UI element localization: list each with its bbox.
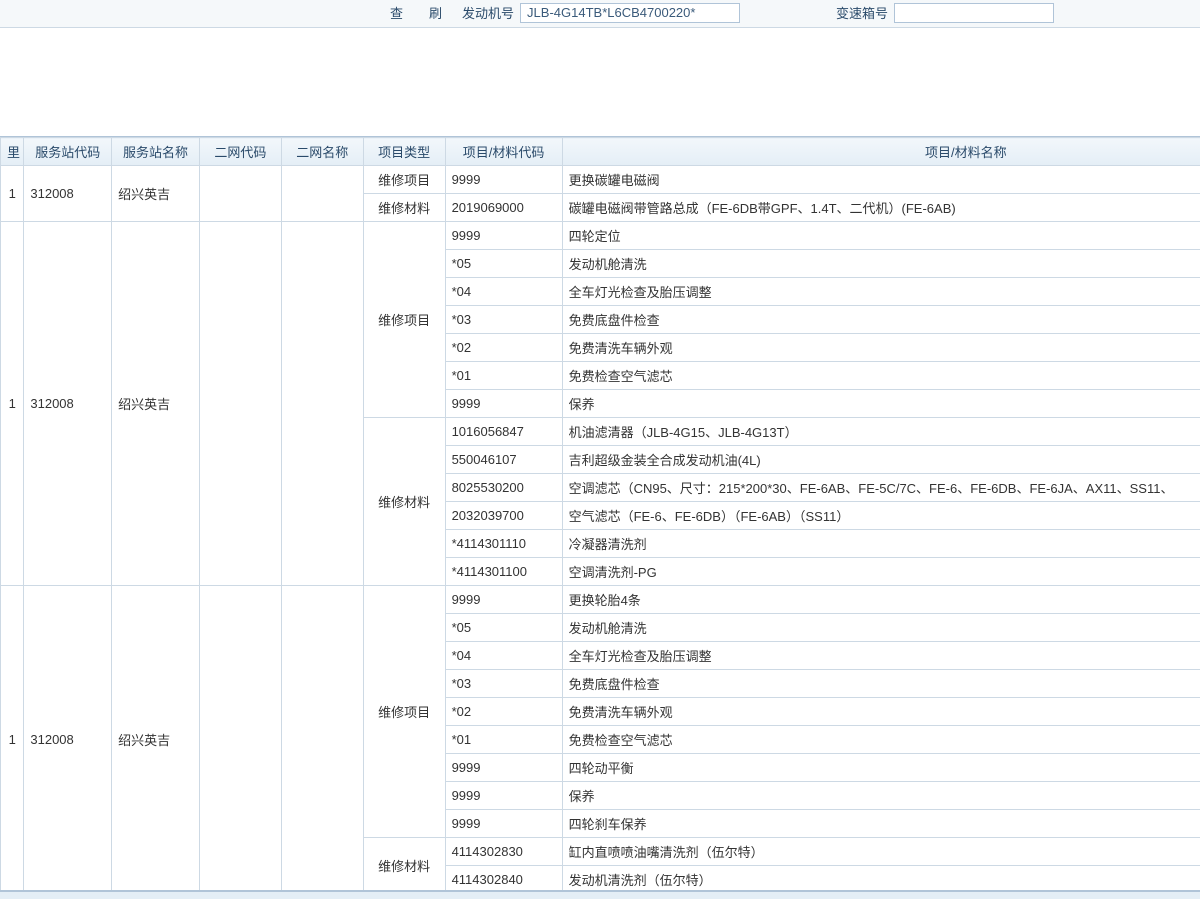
cell-proj-code: *4114301110 <box>445 530 562 558</box>
cell-proj-code: *04 <box>445 642 562 670</box>
cell-proj-code: *03 <box>445 306 562 334</box>
cell-proj-code: 2019069000 <box>445 194 562 222</box>
cell-proj-code: 4114302840 <box>445 866 562 892</box>
cell-station-name: 绍兴英吉 <box>112 222 200 586</box>
cell-station-name: 绍兴英吉 <box>112 586 200 892</box>
cell-proj-code: 9999 <box>445 390 562 418</box>
cell-proj-name: 保养 <box>562 782 1200 810</box>
col-station-name[interactable]: 服务站名称 <box>112 138 200 166</box>
cell-proj-name: 机油滤清器（JLB-4G15、JLB-4G13T） <box>562 418 1200 446</box>
cell-proj-name: 发动机舱清洗 <box>562 250 1200 278</box>
gearbox-label: 变速箱号 <box>836 3 888 22</box>
grid-header: 里 服务站代码 服务站名称 二网代码 二网名称 项目类型 项目/材料代码 项目/… <box>1 138 1200 166</box>
cell-proj-code: *05 <box>445 250 562 278</box>
cell-proj-name: 四轮定位 <box>562 222 1200 250</box>
toolbar: 查 刷 发动机号 变速箱号 <box>0 0 1200 28</box>
blank-area <box>0 28 1200 136</box>
service-grid: 里 服务站代码 服务站名称 二网代码 二网名称 项目类型 项目/材料代码 项目/… <box>0 137 1200 891</box>
footer-bar <box>0 891 1200 899</box>
cell-proj-code: 9999 <box>445 586 562 614</box>
cell-proj-code: 8025530200 <box>445 474 562 502</box>
cell-proj-code: *05 <box>445 614 562 642</box>
cell-proj-code: *03 <box>445 670 562 698</box>
cell-proj-code: 9999 <box>445 782 562 810</box>
query-button[interactable]: 查 <box>380 2 413 23</box>
cell-proj-name: 发动机清洗剂（伍尔特） <box>562 866 1200 892</box>
engine-label: 发动机号 <box>462 3 514 22</box>
cell-proj-name: 免费检查空气滤芯 <box>562 726 1200 754</box>
table-row[interactable]: 1 312008 绍兴英吉 维修项目 9999 更换碳罐电磁阀 <box>1 166 1200 194</box>
cell-net2-code <box>199 222 281 586</box>
cell-proj-name: 发动机舱清洗 <box>562 614 1200 642</box>
cell-seq: 1 <box>1 586 24 892</box>
cell-proj-name: 免费底盘件检查 <box>562 670 1200 698</box>
cell-net2-name <box>281 222 363 586</box>
cell-proj-name: 空气滤芯（FE-6、FE-6DB）（FE-6AB）（SS11） <box>562 502 1200 530</box>
cell-proj-code: 9999 <box>445 166 562 194</box>
cell-net2-code <box>199 586 281 892</box>
col-net2-code[interactable]: 二网代码 <box>199 138 281 166</box>
cell-net2-code <box>199 166 281 222</box>
cell-proj-name: 冷凝器清洗剂 <box>562 530 1200 558</box>
cell-proj-name: 四轮动平衡 <box>562 754 1200 782</box>
cell-proj-code: 4114302830 <box>445 838 562 866</box>
cell-proj-name: 四轮刹车保养 <box>562 810 1200 838</box>
cell-net2-name <box>281 586 363 892</box>
cell-proj-type: 维修项目 <box>363 586 445 838</box>
cell-proj-name: 免费底盘件检查 <box>562 306 1200 334</box>
cell-proj-name: 缸内直喷喷油嘴清洗剂（伍尔特） <box>562 838 1200 866</box>
cell-proj-code: 9999 <box>445 222 562 250</box>
cell-seq: 1 <box>1 222 24 586</box>
cell-proj-name: 全车灯光检查及胎压调整 <box>562 642 1200 670</box>
cell-proj-code: *02 <box>445 334 562 362</box>
cell-proj-name: 吉利超级金装全合成发动机油(4L) <box>562 446 1200 474</box>
cell-proj-code: 550046107 <box>445 446 562 474</box>
cell-proj-code: *02 <box>445 698 562 726</box>
cell-proj-name: 全车灯光检查及胎压调整 <box>562 278 1200 306</box>
cell-proj-type: 维修项目 <box>363 166 445 194</box>
col-station-code[interactable]: 服务站代码 <box>24 138 112 166</box>
cell-proj-type: 维修材料 <box>363 418 445 586</box>
cell-proj-code: *4114301100 <box>445 558 562 586</box>
engine-input[interactable] <box>520 3 740 23</box>
gearbox-input[interactable] <box>894 3 1054 23</box>
cell-proj-code: *04 <box>445 278 562 306</box>
refresh-button[interactable]: 刷 <box>419 2 452 23</box>
table-row[interactable]: 1 312008 绍兴英吉 维修项目 9999 四轮定位 <box>1 222 1200 250</box>
cell-proj-type: 维修材料 <box>363 194 445 222</box>
cell-station-code: 312008 <box>24 586 112 892</box>
cell-proj-name: 空调滤芯（CN95、尺寸：215*200*30、FE-6AB、FE-5C/7C、… <box>562 474 1200 502</box>
col-proj-name[interactable]: 项目/材料名称 <box>562 138 1200 166</box>
cell-proj-name: 空调清洗剂-PG <box>562 558 1200 586</box>
cell-proj-name: 免费检查空气滤芯 <box>562 362 1200 390</box>
cell-station-name: 绍兴英吉 <box>112 166 200 222</box>
cell-proj-code: 1016056847 <box>445 418 562 446</box>
cell-proj-type: 维修项目 <box>363 222 445 418</box>
col-seq[interactable]: 里 <box>1 138 24 166</box>
cell-proj-code: *01 <box>445 362 562 390</box>
cell-station-code: 312008 <box>24 166 112 222</box>
col-proj-type[interactable]: 项目类型 <box>363 138 445 166</box>
cell-proj-code: *01 <box>445 726 562 754</box>
cell-proj-name: 免费清洗车辆外观 <box>562 698 1200 726</box>
cell-proj-code: 9999 <box>445 754 562 782</box>
cell-proj-name: 免费清洗车辆外观 <box>562 334 1200 362</box>
col-proj-code[interactable]: 项目/材料代码 <box>445 138 562 166</box>
cell-proj-type: 维修材料 <box>363 838 445 892</box>
grid-scroll[interactable]: 里 服务站代码 服务站名称 二网代码 二网名称 项目类型 项目/材料代码 项目/… <box>0 136 1200 891</box>
cell-proj-name: 碳罐电磁阀带管路总成（FE-6DB带GPF、1.4T、二代机）(FE-6AB) <box>562 194 1200 222</box>
cell-proj-name: 更换轮胎4条 <box>562 586 1200 614</box>
col-net2-name[interactable]: 二网名称 <box>281 138 363 166</box>
cell-seq: 1 <box>1 166 24 222</box>
cell-station-code: 312008 <box>24 222 112 586</box>
cell-net2-name <box>281 166 363 222</box>
cell-proj-name: 更换碳罐电磁阀 <box>562 166 1200 194</box>
cell-proj-name: 保养 <box>562 390 1200 418</box>
table-row[interactable]: 1 312008 绍兴英吉 维修项目 9999 更换轮胎4条 <box>1 586 1200 614</box>
cell-proj-code: 2032039700 <box>445 502 562 530</box>
cell-proj-code: 9999 <box>445 810 562 838</box>
